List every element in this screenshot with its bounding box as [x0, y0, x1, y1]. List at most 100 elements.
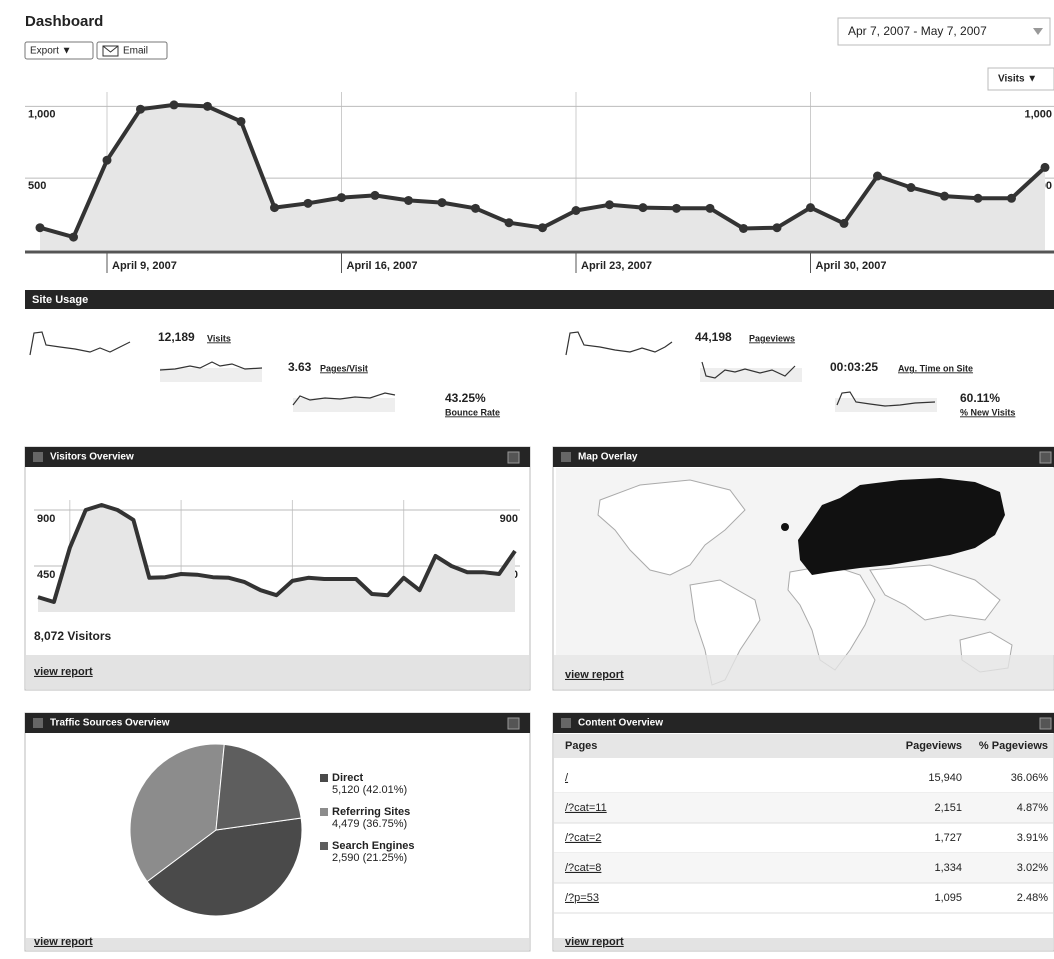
- date-range[interactable]: Apr 7, 2007 - May 7, 2007: [848, 24, 987, 38]
- panel-title: Traffic Sources Overview: [50, 718, 170, 729]
- pie-slice: [146, 817, 303, 917]
- point: [404, 195, 413, 205]
- x-tick-label: April 30, 2007: [816, 260, 887, 272]
- point: [605, 200, 614, 210]
- legend-swatch: [320, 774, 328, 782]
- export-button[interactable]: [24, 41, 94, 60]
- date-range-picker[interactable]: [837, 17, 1051, 46]
- panel-header: [25, 713, 530, 733]
- metric-value: 00:03:25: [830, 360, 878, 374]
- footer-bar: [26, 938, 529, 950]
- metric-link[interactable]: Pageviews: [749, 333, 795, 343]
- page-link[interactable]: /: [565, 772, 569, 784]
- point: [940, 191, 949, 201]
- sparkline: [292, 392, 396, 406]
- point: [806, 203, 815, 213]
- point: [203, 101, 212, 111]
- point: [303, 198, 313, 208]
- legend-label: Search Engines: [332, 840, 415, 852]
- sparkline-bg: [160, 368, 262, 382]
- metric-link[interactable]: % New Visits: [960, 407, 1015, 417]
- table-cell: 2.48%: [1017, 892, 1048, 904]
- export-label[interactable]: Export ▼: [30, 46, 72, 57]
- point: [1007, 193, 1016, 203]
- panel-icon: [561, 452, 571, 462]
- legend-label: Referring Sites: [332, 806, 410, 818]
- metric-link[interactable]: Visits: [207, 333, 231, 343]
- map-highlight: [781, 523, 789, 531]
- row-bg: [554, 853, 1053, 883]
- point: [638, 203, 648, 213]
- metric-menu-box[interactable]: [987, 67, 1054, 91]
- metric-value: 43.25%: [445, 391, 486, 405]
- metric-value: 44,198: [695, 330, 732, 344]
- page-link[interactable]: /?cat=2: [565, 832, 601, 844]
- view-report-link[interactable]: view report: [565, 936, 624, 948]
- metric-link[interactable]: Avg. Time on Site: [898, 363, 973, 373]
- metric-link[interactable]: Pages/Visit: [320, 363, 368, 373]
- point: [839, 218, 849, 228]
- y-tick-label: 1,000: [1024, 108, 1052, 120]
- point: [571, 206, 581, 215]
- footer-bar: [554, 938, 1053, 950]
- footer-bar: [26, 655, 529, 689]
- point: [504, 218, 514, 228]
- legend-swatch: [320, 808, 328, 816]
- y-tick-label: 450: [37, 569, 55, 581]
- panel-icon: [33, 718, 43, 728]
- world-map: [556, 468, 1054, 686]
- point: [672, 203, 681, 213]
- line: [37, 503, 517, 604]
- view-report-link[interactable]: view report: [34, 936, 93, 948]
- email-label[interactable]: Email: [123, 46, 148, 57]
- table-cell: 15,940: [928, 772, 962, 784]
- panel-header: [553, 713, 1054, 733]
- legend-swatch: [320, 842, 328, 850]
- table-cell: 36.06%: [1011, 772, 1049, 784]
- point: [772, 223, 782, 233]
- x-tick-label: April 16, 2007: [347, 260, 418, 272]
- map-land: [597, 479, 746, 576]
- close-button[interactable]: [1039, 451, 1052, 464]
- panel-header: [25, 447, 530, 467]
- point: [437, 198, 447, 208]
- point: [370, 190, 380, 200]
- point: [337, 193, 346, 203]
- metric-link[interactable]: Bounce Rate: [445, 407, 500, 417]
- page-link[interactable]: /?cat=8: [565, 862, 601, 874]
- metric-menu[interactable]: Visits ▼: [998, 74, 1037, 85]
- table-cell: 4.87%: [1017, 802, 1048, 814]
- close-button[interactable]: [507, 451, 520, 464]
- sparkline: [701, 361, 796, 379]
- panel-icon: [33, 452, 43, 462]
- panel-title: Content Overview: [578, 718, 663, 729]
- legend-value: 2,590 (21.25%): [332, 852, 407, 864]
- sparkline: [29, 331, 131, 356]
- legend-value: 5,120 (42.01%): [332, 784, 407, 796]
- legend-value: 4,479 (36.75%): [332, 818, 407, 830]
- view-report-link[interactable]: view report: [34, 666, 93, 678]
- map-highlight: [798, 478, 1005, 575]
- content-table: Pages Pageviews % Pageviews / 15,940 36.06% /?…: [554, 740, 1053, 914]
- page-title: Dashboard: [25, 13, 103, 30]
- page-link[interactable]: /?p=53: [565, 892, 599, 904]
- y-tick-label: 1,000: [28, 108, 56, 120]
- y-tick-label: 500: [28, 180, 46, 192]
- page-link[interactable]: /?cat=11: [565, 802, 607, 814]
- close-button[interactable]: [507, 717, 520, 730]
- point: [973, 193, 983, 203]
- visitors-total: 8,072 Visitors: [34, 629, 111, 643]
- panel-title: Map Overlay: [578, 452, 638, 463]
- close-button[interactable]: [1039, 717, 1052, 730]
- view-report-link[interactable]: view report: [565, 669, 624, 681]
- point: [471, 203, 480, 213]
- point: [705, 203, 715, 213]
- y-tick-label: 900: [500, 513, 518, 525]
- point: [69, 232, 78, 242]
- table-header-bg: [554, 734, 1053, 758]
- row-bg: [554, 793, 1053, 823]
- y-tick-label: 900: [37, 513, 55, 525]
- point: [538, 223, 547, 233]
